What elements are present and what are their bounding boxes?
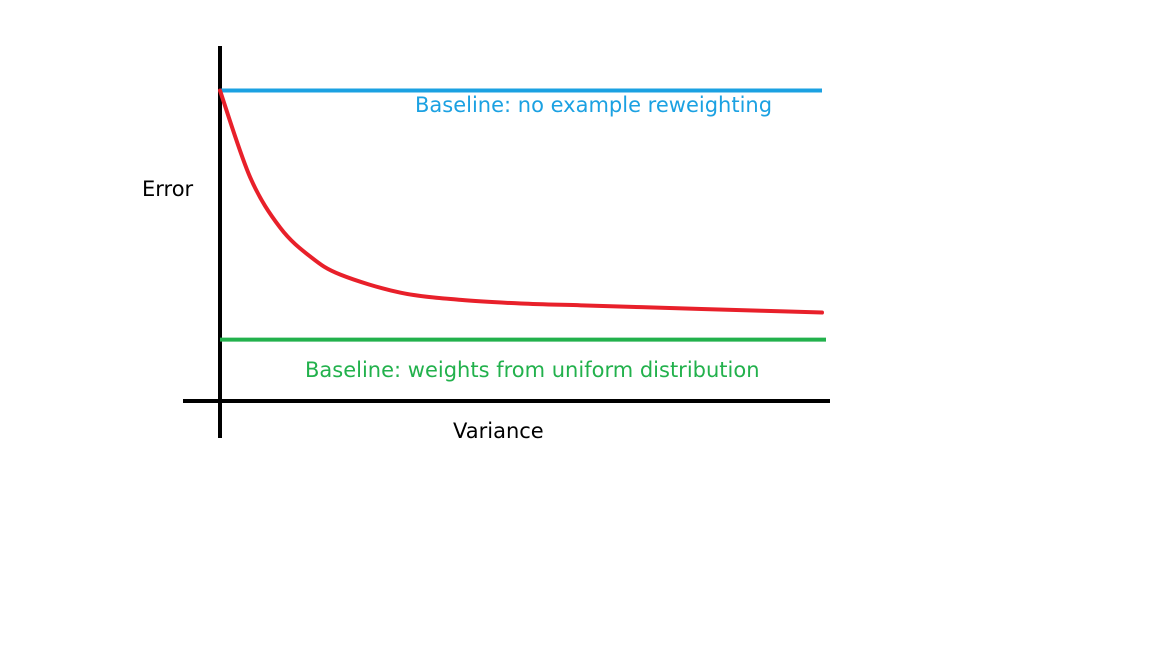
x-axis-label: Variance <box>453 419 544 443</box>
baseline-no-reweighting-label: Baseline: no example reweighting <box>415 93 772 117</box>
method-error-curve <box>218 88 824 315</box>
baseline-uniform-label: Baseline: weights from uniform distribut… <box>305 358 760 382</box>
y-axis-label: Error <box>142 177 194 201</box>
